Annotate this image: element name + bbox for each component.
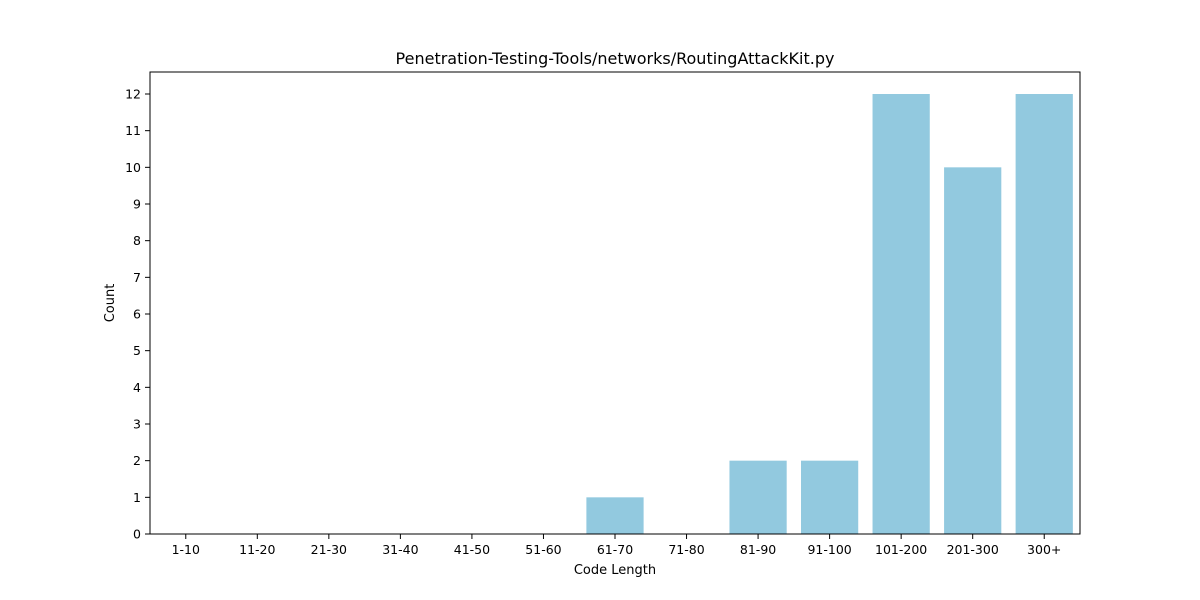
y-tick-label: 7 [133,270,141,285]
y-axis-label: Count [103,284,118,323]
y-tick-label: 8 [133,233,141,248]
y-tick-label: 4 [133,380,141,395]
x-axis-label: Code Length [574,563,656,578]
bar-101-200 [872,94,930,534]
x-tick-label: 31-40 [382,542,418,557]
y-tick-label: 5 [133,343,141,358]
y-tick-label: 3 [133,417,141,432]
y-tick-label: 11 [125,123,141,138]
plot-frame [149,71,1081,535]
y-tick-label: 1 [133,490,141,505]
bars-group [586,94,1073,535]
y-tick-label: 10 [125,160,141,175]
y-tick-label: 0 [133,527,141,542]
x-tick-label: 11-20 [239,542,275,557]
y-tick-label: 9 [133,197,141,212]
bar-91-100 [801,460,859,534]
x-tick-label: 21-30 [311,542,347,557]
bar-61-70 [586,497,644,534]
x-tick-label: 81-90 [740,542,776,557]
x-tick-label: 71-80 [668,542,704,557]
x-tick-label: 300+ [1027,542,1061,557]
x-tick-label: 1-10 [172,542,200,557]
x-tick-label: 101-200 [875,542,927,557]
x-tick-label: 51-60 [525,542,561,557]
y-tick-label: 12 [125,87,141,102]
x-tick-label: 201-300 [947,542,999,557]
x-axis-ticks: 1-10 11-20 21-30 31-40 41-50 51-60 61-70 71-80 8… [172,534,1061,557]
bar-201-300 [944,167,1002,535]
y-tick-label: 2 [133,453,141,468]
bar-300+ [1015,94,1073,534]
bar-81-90 [729,460,787,534]
y-tick-label: 6 [133,307,141,322]
chart-title: Penetration-Testing-Tools/networks/Routi… [396,49,835,68]
x-tick-label: 61-70 [597,542,633,557]
x-tick-label: 91-100 [807,542,851,557]
x-tick-label: 41-50 [454,542,490,557]
